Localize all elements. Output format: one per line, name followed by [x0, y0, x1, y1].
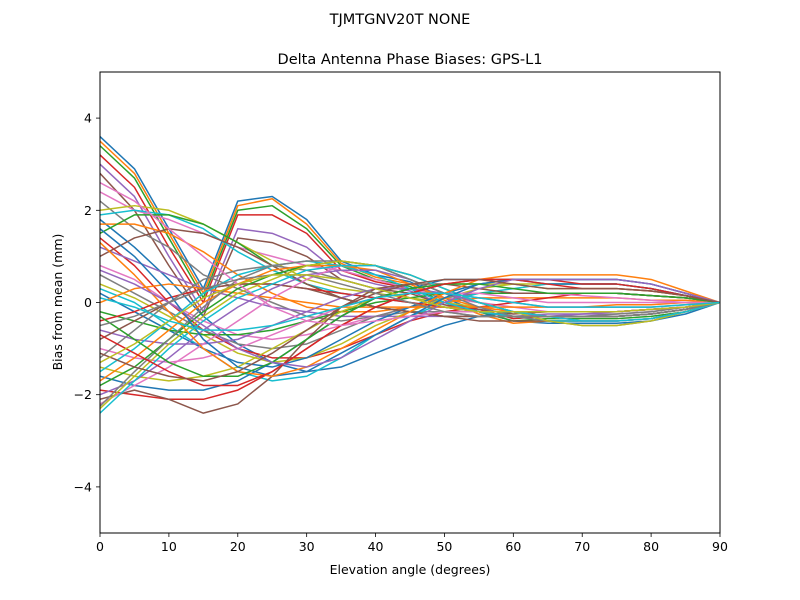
series-line-49: [100, 274, 720, 364]
x-tick-label: 30: [299, 539, 315, 554]
y-axis: −4 −2 0 2 4: [74, 111, 100, 494]
x-tick-label: 90: [712, 539, 728, 554]
x-tick-label: 0: [96, 539, 104, 554]
y-axis-label: Bias from mean (mm): [50, 234, 65, 371]
x-axis: 0 10 20 30 40 50 60 70 80 90: [96, 533, 728, 554]
x-tick-label: 10: [161, 539, 177, 554]
y-tick-label: −4: [74, 479, 92, 494]
figure-suptitle: TJMTGNV20T NONE: [329, 12, 471, 28]
x-axis-label: Elevation angle (degrees): [330, 562, 491, 577]
y-tick-label: 4: [84, 111, 92, 126]
series-line-40: [100, 264, 720, 414]
x-tick-label: 20: [230, 539, 246, 554]
x-tick-label: 70: [574, 539, 590, 554]
series-line-50: [100, 292, 720, 331]
series-line-45: [100, 269, 720, 368]
y-tick-label: 2: [84, 203, 92, 218]
x-tick-label: 50: [436, 539, 452, 554]
series-group: [100, 135, 720, 414]
y-tick-label: 0: [84, 295, 92, 310]
chart-title: Delta Antenna Phase Biases: GPS-L1: [278, 52, 543, 68]
series-line-43: [100, 283, 720, 378]
series-line-48: [100, 274, 720, 327]
x-tick-label: 40: [368, 539, 384, 554]
series-line-46: [100, 278, 720, 382]
series-line-42: [100, 242, 720, 378]
x-tick-label: 80: [643, 539, 659, 554]
x-tick-label: 60: [505, 539, 521, 554]
y-tick-label: −2: [74, 387, 92, 402]
